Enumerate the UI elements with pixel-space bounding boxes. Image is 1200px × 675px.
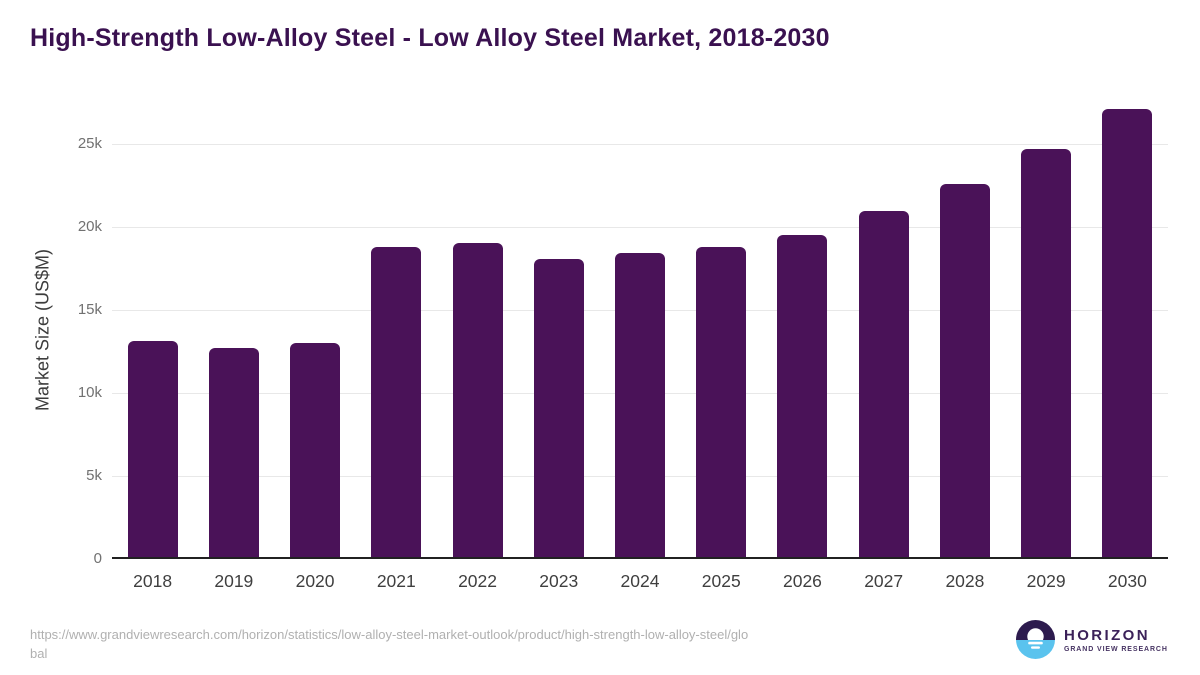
bar-2028[interactable] <box>939 183 990 557</box>
x-label-2018: 2018 <box>133 571 173 591</box>
bar-2025[interactable] <box>696 246 747 557</box>
logo-title: HORIZON <box>1064 626 1150 644</box>
y-tick-5k: 5k <box>86 467 102 484</box>
bar-2022[interactable] <box>452 242 503 557</box>
bar-2024[interactable] <box>615 253 665 557</box>
x-label-2025: 2025 <box>701 571 741 591</box>
bar-2020[interactable] <box>290 342 341 557</box>
plot-area <box>112 0 1168 559</box>
source-url-line2: bal <box>30 646 48 661</box>
horizon-logo[interactable]: HORIZON GRAND VIEW RESEARCH <box>1016 620 1168 659</box>
logo-text: HORIZON GRAND VIEW RESEARCH <box>1064 627 1168 653</box>
source-url[interactable]: https://www.grandviewresearch.com/horizo… <box>30 625 748 663</box>
horizon-logo-icon <box>1016 620 1055 659</box>
x-label-2020: 2020 <box>295 571 335 591</box>
x-label-2029: 2029 <box>1026 571 1066 591</box>
y-tick-20k: 20k <box>77 218 102 235</box>
x-label-2021: 2021 <box>376 571 416 591</box>
logo-subtitle: GRAND VIEW RESEARCH <box>1064 645 1168 653</box>
y-tick-15k: 15k <box>77 301 102 318</box>
x-label-2019: 2019 <box>214 571 254 591</box>
bar-2027[interactable] <box>858 211 909 557</box>
y-tick-25k: 25k <box>77 135 102 152</box>
y-tick-0: 0 <box>93 550 102 567</box>
gridline-20k <box>112 227 1168 228</box>
x-label-2030: 2030 <box>1107 571 1147 591</box>
bar-2018[interactable] <box>127 341 178 557</box>
bar-2023[interactable] <box>533 258 584 557</box>
bar-2030[interactable] <box>1102 108 1153 557</box>
bar-2026[interactable] <box>777 234 828 557</box>
bar-2021[interactable] <box>371 247 422 557</box>
bar-2029[interactable] <box>1021 148 1072 557</box>
source-url-line1: https://www.grandviewresearch.com/horizo… <box>30 627 749 642</box>
x-label-2028: 2028 <box>945 571 985 591</box>
bar-2019[interactable] <box>208 348 259 557</box>
x-label-2024: 2024 <box>620 571 660 591</box>
chart-title: High-Strength Low-Alloy Steel - Low Allo… <box>30 24 830 52</box>
y-tick-10k: 10k <box>77 384 102 401</box>
gridline-25k <box>112 144 1168 145</box>
x-axis-line <box>112 557 1168 559</box>
x-label-2027: 2027 <box>864 571 904 591</box>
x-label-2022: 2022 <box>458 571 497 591</box>
x-label-2023: 2023 <box>539 571 579 591</box>
x-label-2026: 2026 <box>782 571 822 591</box>
